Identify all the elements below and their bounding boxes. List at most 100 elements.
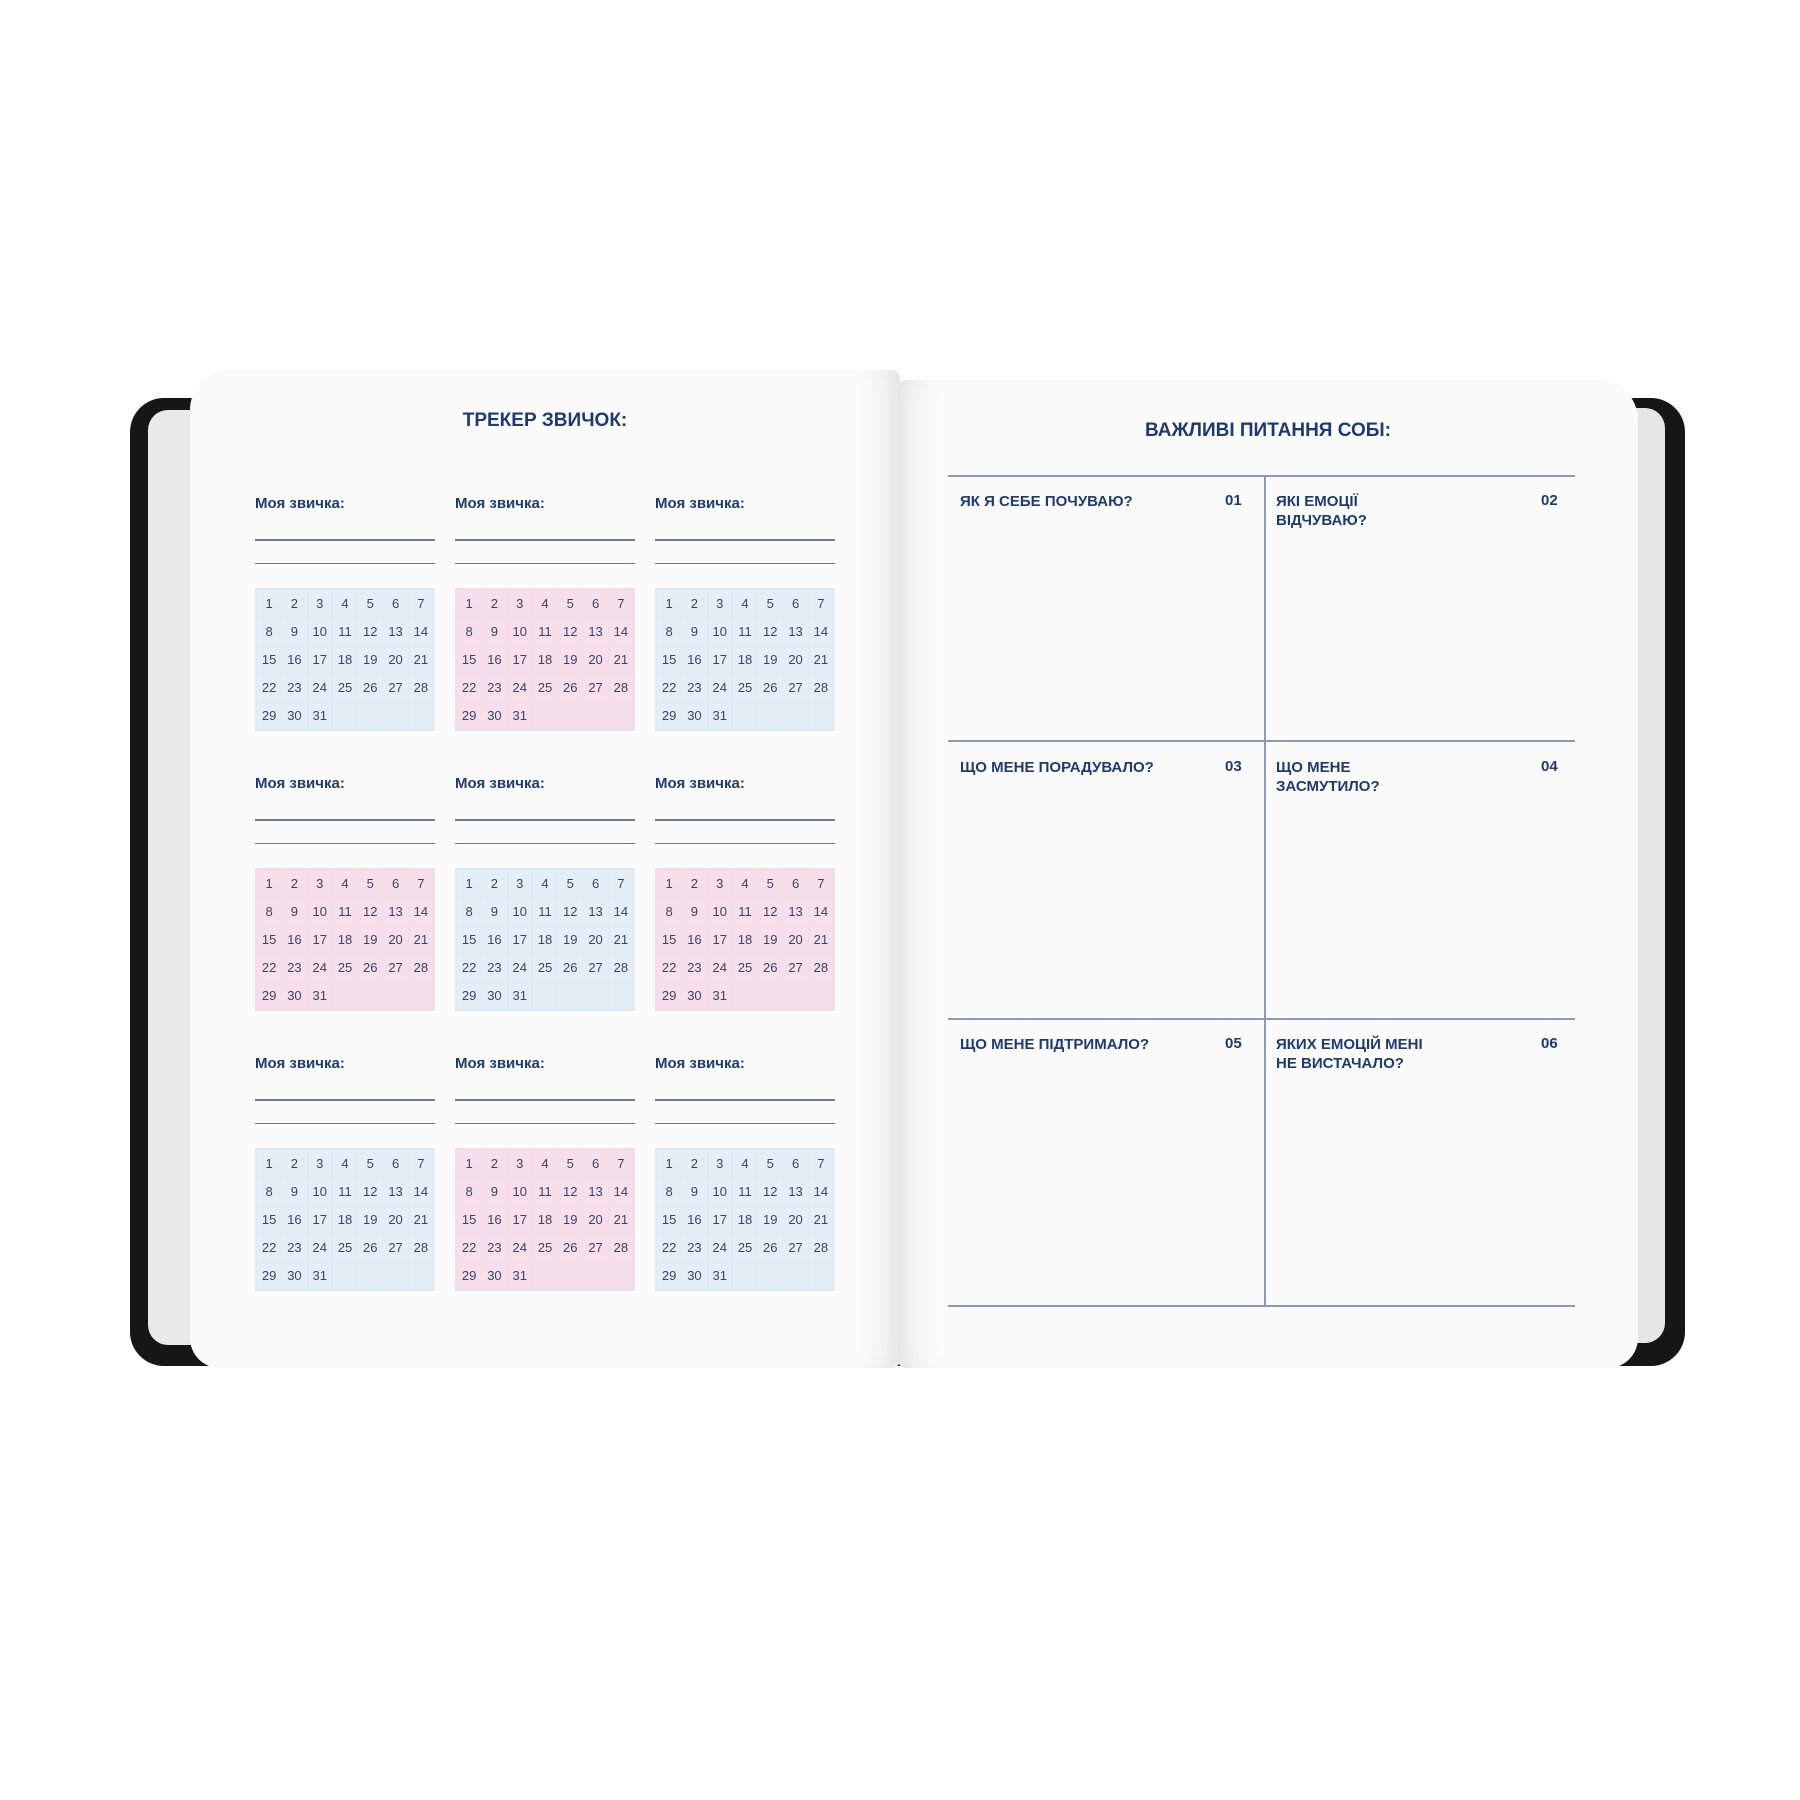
day-cell[interactable]: 30 xyxy=(682,982,707,1009)
day-cell[interactable]: 7 xyxy=(608,1150,633,1177)
day-cell[interactable]: 20 xyxy=(783,926,808,953)
day-cell[interactable]: 11 xyxy=(332,618,358,645)
empty-cell[interactable] xyxy=(608,982,633,1009)
day-cell[interactable]: 5 xyxy=(558,590,583,617)
day-cell[interactable]: 1 xyxy=(457,590,482,617)
day-cell[interactable]: 21 xyxy=(608,1206,633,1233)
habit-write-line[interactable] xyxy=(655,562,835,564)
day-cell[interactable]: 26 xyxy=(558,674,583,701)
empty-cell[interactable] xyxy=(783,1262,808,1289)
day-cell[interactable]: 19 xyxy=(758,926,783,953)
day-cell[interactable]: 13 xyxy=(783,1178,808,1205)
day-cell[interactable]: 25 xyxy=(332,1234,358,1261)
day-cell[interactable]: 5 xyxy=(758,1150,783,1177)
day-cell[interactable]: 14 xyxy=(808,1178,833,1205)
day-cell[interactable]: 11 xyxy=(332,898,358,925)
day-cell[interactable]: 12 xyxy=(358,1178,383,1205)
day-cell[interactable]: 16 xyxy=(282,926,307,953)
day-cell[interactable]: 7 xyxy=(808,1150,833,1177)
day-cell[interactable]: 19 xyxy=(358,926,383,953)
day-cell[interactable]: 16 xyxy=(682,926,707,953)
day-cell[interactable]: 2 xyxy=(482,590,507,617)
day-cell[interactable]: 22 xyxy=(657,954,682,981)
day-cell[interactable]: 22 xyxy=(257,1234,282,1261)
day-cell[interactable]: 13 xyxy=(383,898,408,925)
day-cell[interactable]: 5 xyxy=(758,590,783,617)
day-cell[interactable]: 23 xyxy=(682,954,707,981)
day-cell[interactable]: 4 xyxy=(532,1150,558,1177)
day-cell[interactable]: 5 xyxy=(358,1150,383,1177)
day-cell[interactable]: 8 xyxy=(257,618,282,645)
empty-cell[interactable] xyxy=(332,982,358,1009)
day-cell[interactable]: 2 xyxy=(482,1150,507,1177)
day-cell[interactable]: 1 xyxy=(657,1150,682,1177)
day-cell[interactable]: 24 xyxy=(307,1234,332,1261)
day-cell[interactable]: 25 xyxy=(732,954,758,981)
habit-write-line[interactable] xyxy=(255,1099,435,1101)
empty-cell[interactable] xyxy=(583,982,608,1009)
day-cell[interactable]: 2 xyxy=(682,1150,707,1177)
day-cell[interactable]: 9 xyxy=(682,1178,707,1205)
day-cell[interactable]: 25 xyxy=(732,674,758,701)
day-cell[interactable]: 8 xyxy=(657,898,682,925)
day-cell[interactable]: 11 xyxy=(732,1178,758,1205)
day-cell[interactable]: 21 xyxy=(608,646,633,673)
day-cell[interactable]: 2 xyxy=(282,870,307,897)
day-cell[interactable]: 13 xyxy=(783,618,808,645)
day-cell[interactable]: 12 xyxy=(558,1178,583,1205)
day-cell[interactable]: 26 xyxy=(358,674,383,701)
day-cell[interactable]: 14 xyxy=(808,898,833,925)
day-cell[interactable]: 11 xyxy=(532,1178,558,1205)
day-cell[interactable]: 4 xyxy=(732,1150,758,1177)
day-cell[interactable]: 21 xyxy=(808,1206,833,1233)
day-cell[interactable]: 19 xyxy=(358,646,383,673)
day-cell[interactable]: 30 xyxy=(282,702,307,729)
day-cell[interactable]: 1 xyxy=(257,1150,282,1177)
day-cell[interactable]: 13 xyxy=(383,1178,408,1205)
day-cell[interactable]: 29 xyxy=(657,1262,682,1289)
day-cell[interactable]: 9 xyxy=(482,1178,507,1205)
empty-cell[interactable] xyxy=(408,1262,433,1289)
empty-cell[interactable] xyxy=(732,982,758,1009)
day-cell[interactable]: 20 xyxy=(383,646,408,673)
day-cell[interactable]: 15 xyxy=(257,1206,282,1233)
habit-write-line[interactable] xyxy=(655,1122,835,1124)
day-cell[interactable]: 20 xyxy=(583,926,608,953)
day-cell[interactable]: 8 xyxy=(657,618,682,645)
day-cell[interactable]: 24 xyxy=(707,1234,732,1261)
day-cell[interactable]: 28 xyxy=(808,954,833,981)
day-cell[interactable]: 9 xyxy=(282,898,307,925)
empty-cell[interactable] xyxy=(583,1262,608,1289)
day-cell[interactable]: 15 xyxy=(657,646,682,673)
day-cell[interactable]: 27 xyxy=(583,954,608,981)
habit-write-line[interactable] xyxy=(455,1122,635,1124)
day-cell[interactable]: 31 xyxy=(507,982,532,1009)
empty-cell[interactable] xyxy=(532,1262,558,1289)
empty-cell[interactable] xyxy=(558,702,583,729)
day-cell[interactable]: 10 xyxy=(307,618,332,645)
day-cell[interactable]: 31 xyxy=(707,702,732,729)
empty-cell[interactable] xyxy=(558,1262,583,1289)
day-cell[interactable]: 8 xyxy=(257,1178,282,1205)
day-cell[interactable]: 11 xyxy=(732,898,758,925)
day-cell[interactable]: 16 xyxy=(682,1206,707,1233)
habit-write-line[interactable] xyxy=(255,842,435,844)
day-cell[interactable]: 24 xyxy=(507,954,532,981)
empty-cell[interactable] xyxy=(408,702,433,729)
day-cell[interactable]: 7 xyxy=(808,590,833,617)
day-cell[interactable]: 17 xyxy=(307,646,332,673)
day-cell[interactable]: 17 xyxy=(507,926,532,953)
empty-cell[interactable] xyxy=(732,702,758,729)
habit-write-line[interactable] xyxy=(455,819,635,821)
day-cell[interactable]: 22 xyxy=(457,674,482,701)
day-cell[interactable]: 16 xyxy=(482,926,507,953)
day-cell[interactable]: 4 xyxy=(532,870,558,897)
day-cell[interactable]: 28 xyxy=(608,1234,633,1261)
day-cell[interactable]: 12 xyxy=(558,618,583,645)
day-cell[interactable]: 8 xyxy=(657,1178,682,1205)
day-cell[interactable]: 16 xyxy=(282,1206,307,1233)
day-cell[interactable]: 11 xyxy=(532,898,558,925)
day-cell[interactable]: 10 xyxy=(707,1178,732,1205)
day-cell[interactable]: 1 xyxy=(457,870,482,897)
day-cell[interactable]: 16 xyxy=(482,1206,507,1233)
